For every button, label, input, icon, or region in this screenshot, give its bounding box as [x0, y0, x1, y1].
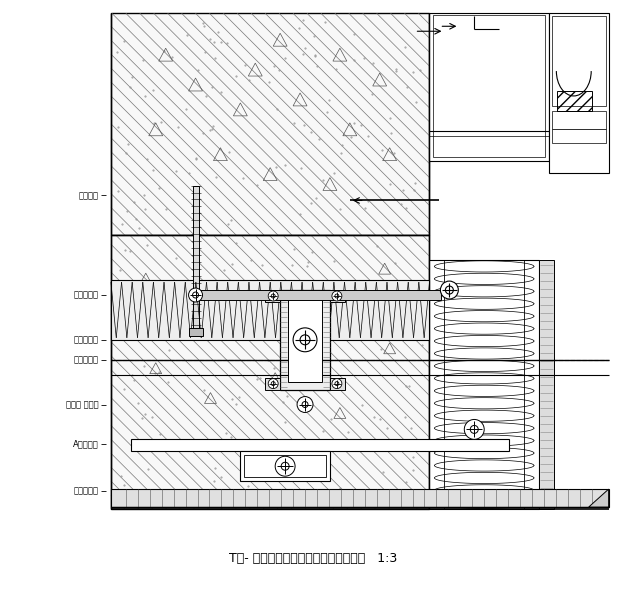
Text: 镀锌钢角码: 镀锌钢角码 — [74, 290, 99, 299]
Circle shape — [268, 291, 278, 301]
Circle shape — [332, 291, 342, 301]
Circle shape — [293, 328, 317, 352]
Bar — [429, 260, 539, 509]
Bar — [188, 328, 203, 336]
Circle shape — [464, 419, 484, 439]
Bar — [549, 13, 608, 173]
Bar — [552, 16, 605, 106]
Bar — [240, 451, 330, 481]
Circle shape — [332, 379, 342, 389]
Bar — [330, 377, 345, 389]
Circle shape — [188, 288, 203, 302]
Text: 化学锚栓: 化学锚栓 — [79, 191, 99, 200]
Bar — [265, 290, 280, 302]
Bar — [552, 129, 605, 143]
Bar — [111, 280, 429, 340]
Bar — [265, 377, 280, 389]
Circle shape — [335, 382, 339, 386]
Circle shape — [271, 382, 275, 386]
Bar — [111, 13, 429, 235]
Circle shape — [470, 425, 478, 433]
Polygon shape — [588, 489, 608, 507]
Text: A型铝挂件: A型铝挂件 — [73, 440, 99, 449]
Bar — [193, 185, 198, 330]
Bar — [193, 290, 441, 300]
Bar — [288, 298, 322, 382]
Circle shape — [275, 456, 295, 476]
Bar — [280, 290, 330, 389]
Bar — [429, 13, 549, 161]
Circle shape — [297, 397, 313, 412]
Circle shape — [445, 286, 453, 294]
Circle shape — [271, 294, 275, 298]
Circle shape — [300, 335, 310, 345]
Text: 幕墙横龙骨: 幕墙横龙骨 — [74, 355, 99, 364]
Circle shape — [281, 462, 289, 470]
Circle shape — [302, 401, 308, 407]
Bar — [552, 111, 605, 129]
Bar — [111, 235, 429, 509]
Bar — [244, 455, 326, 477]
Bar — [557, 91, 592, 111]
Circle shape — [268, 379, 278, 389]
Circle shape — [193, 292, 198, 298]
Bar — [111, 489, 608, 507]
Text: T型- 陶瓷幕墙与窗框边收口横剖节点图   1:3: T型- 陶瓷幕墙与窗框边收口横剖节点图 1:3 — [229, 552, 397, 565]
Circle shape — [335, 294, 339, 298]
Text: 陶瓷幕墙板: 陶瓷幕墙板 — [74, 487, 99, 496]
Text: 幕墙竖龙骨: 幕墙竖龙骨 — [74, 335, 99, 344]
Text: 不锈钢 型挂件: 不锈钢 型挂件 — [66, 400, 99, 409]
Bar — [539, 260, 554, 509]
Bar — [131, 439, 509, 451]
Bar — [433, 16, 545, 157]
Circle shape — [441, 281, 458, 299]
Bar — [330, 290, 345, 302]
